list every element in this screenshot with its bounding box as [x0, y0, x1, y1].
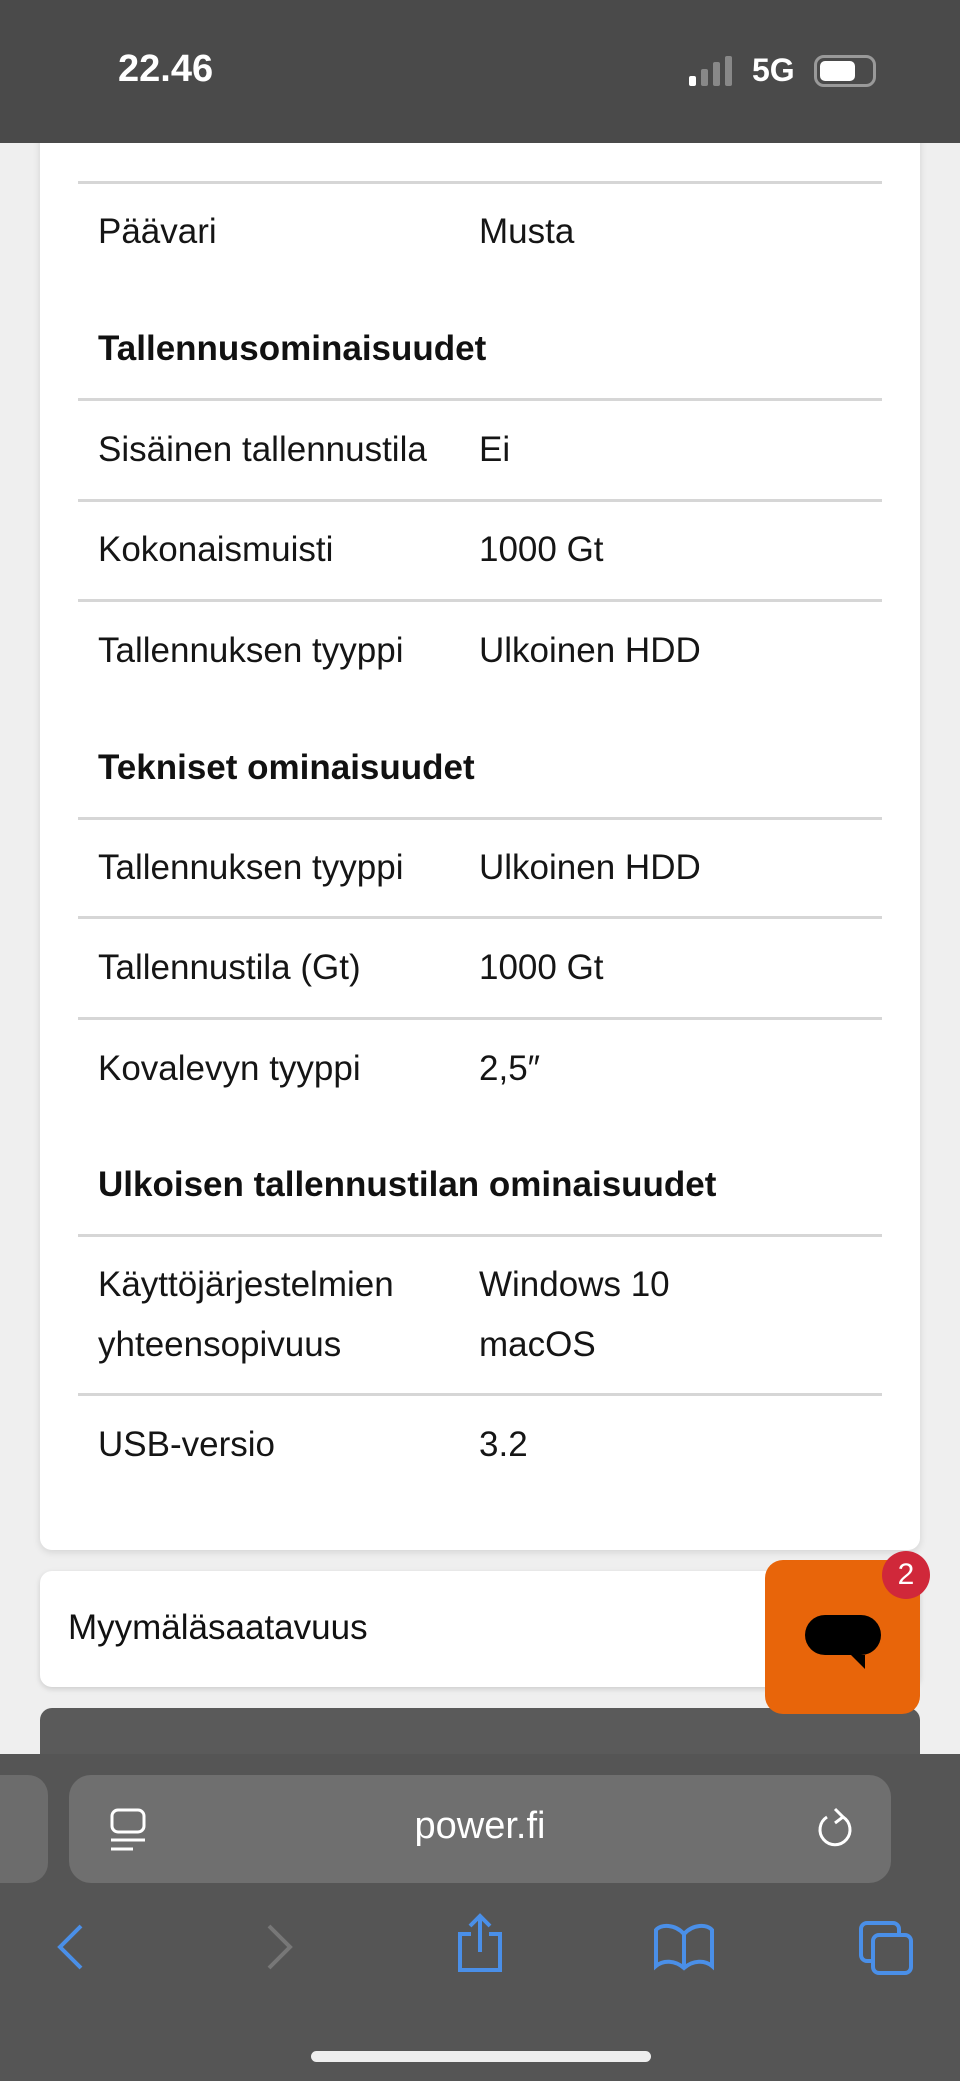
spec-label: Kokonaismuisti [98, 530, 334, 569]
address-bar[interactable]: power.fi [69, 1775, 891, 1883]
spec-label: Käyttöjärjestelmien [98, 1265, 394, 1304]
spec-value: 1000 Gt [479, 530, 604, 569]
spec-label: Tallennuksen tyyppi [98, 631, 404, 670]
status-bar: 22.46 5G [0, 0, 960, 143]
divider [78, 1393, 882, 1396]
spec-value: 2,5″ [479, 1049, 541, 1088]
spec-label: yhteensopivuus [98, 1325, 342, 1364]
forward-icon[interactable] [265, 1924, 295, 1970]
bookmarks-icon[interactable] [653, 1922, 715, 1972]
chat-badge: 2 [882, 1551, 930, 1599]
spec-label: Tallennuksen tyyppi [98, 848, 404, 887]
spec-value: Ei [479, 430, 511, 469]
divider [78, 398, 882, 401]
chat-icon-tail [851, 1655, 865, 1669]
spec-label: USB-versio [98, 1425, 275, 1464]
network-type: 5G [752, 52, 795, 88]
divider [78, 1017, 882, 1020]
battery-icon [814, 55, 876, 87]
divider [78, 916, 882, 919]
reader-icon[interactable] [109, 1808, 147, 1852]
divider [78, 817, 882, 820]
reload-icon[interactable] [815, 1807, 855, 1851]
spec-value: macOS [479, 1325, 596, 1364]
spec-label: Päävari [98, 212, 217, 251]
home-indicator[interactable] [311, 2051, 651, 2062]
spec-label: Sisäinen tallennustila [98, 430, 427, 469]
divider [78, 181, 882, 184]
section-heading: Tekniset ominaisuudet [98, 748, 475, 787]
share-icon[interactable] [455, 1912, 505, 1974]
spec-value: Ulkoinen HDD [479, 848, 701, 887]
store-availability-label: Myymäläsaatavuus [68, 1608, 368, 1647]
signal-icon [689, 56, 732, 86]
section-heading: Ulkoisen tallennustilan ominaisuudet [98, 1165, 717, 1204]
status-time: 22.46 [118, 48, 214, 90]
chat-button[interactable] [765, 1560, 920, 1714]
back-icon[interactable] [55, 1924, 85, 1970]
specifications-card [40, 100, 920, 1550]
divider [78, 599, 882, 602]
spec-value: Musta [479, 212, 575, 251]
spec-value: Windows 10 [479, 1265, 670, 1304]
spec-value: 3.2 [479, 1425, 528, 1464]
browser-toolbar: power.fi [0, 1754, 960, 2081]
tabs-icon[interactable] [858, 1920, 916, 1976]
previous-tab-pill[interactable] [0, 1775, 48, 1883]
divider [78, 1234, 882, 1237]
url-text: power.fi [414, 1805, 546, 1847]
spec-text: Päävari Musta Tallennusominaisuudet Sisä… [98, 212, 717, 1464]
chat-icon [805, 1615, 881, 1655]
section-heading: Tallennusominaisuudet [98, 329, 487, 368]
spec-label: Kovalevyn tyyppi [98, 1049, 361, 1088]
spec-value: Ulkoinen HDD [479, 631, 701, 670]
spec-label: Tallennustila (Gt) [98, 948, 361, 987]
divider [78, 499, 882, 502]
spec-value: 1000 Gt [479, 948, 604, 987]
